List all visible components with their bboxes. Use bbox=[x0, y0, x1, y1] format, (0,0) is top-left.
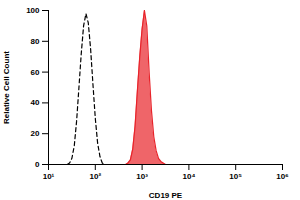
svg-text:10¹: 10¹ bbox=[43, 172, 55, 181]
svg-text:10⁶: 10⁶ bbox=[276, 172, 289, 181]
svg-text:Relative Cell Count: Relative Cell Count bbox=[2, 51, 11, 124]
svg-text:20: 20 bbox=[31, 129, 40, 138]
svg-text:10⁵: 10⁵ bbox=[229, 172, 242, 181]
svg-text:10³: 10³ bbox=[136, 172, 148, 181]
svg-text:100: 100 bbox=[26, 6, 40, 15]
svg-text:10⁴: 10⁴ bbox=[182, 172, 195, 181]
svg-text:80: 80 bbox=[31, 37, 40, 46]
svg-text:60: 60 bbox=[31, 68, 40, 77]
svg-text:CD19 PE: CD19 PE bbox=[149, 191, 183, 200]
svg-text:40: 40 bbox=[31, 98, 40, 107]
svg-text:10²: 10² bbox=[90, 172, 102, 181]
svg-text:0: 0 bbox=[35, 160, 40, 169]
